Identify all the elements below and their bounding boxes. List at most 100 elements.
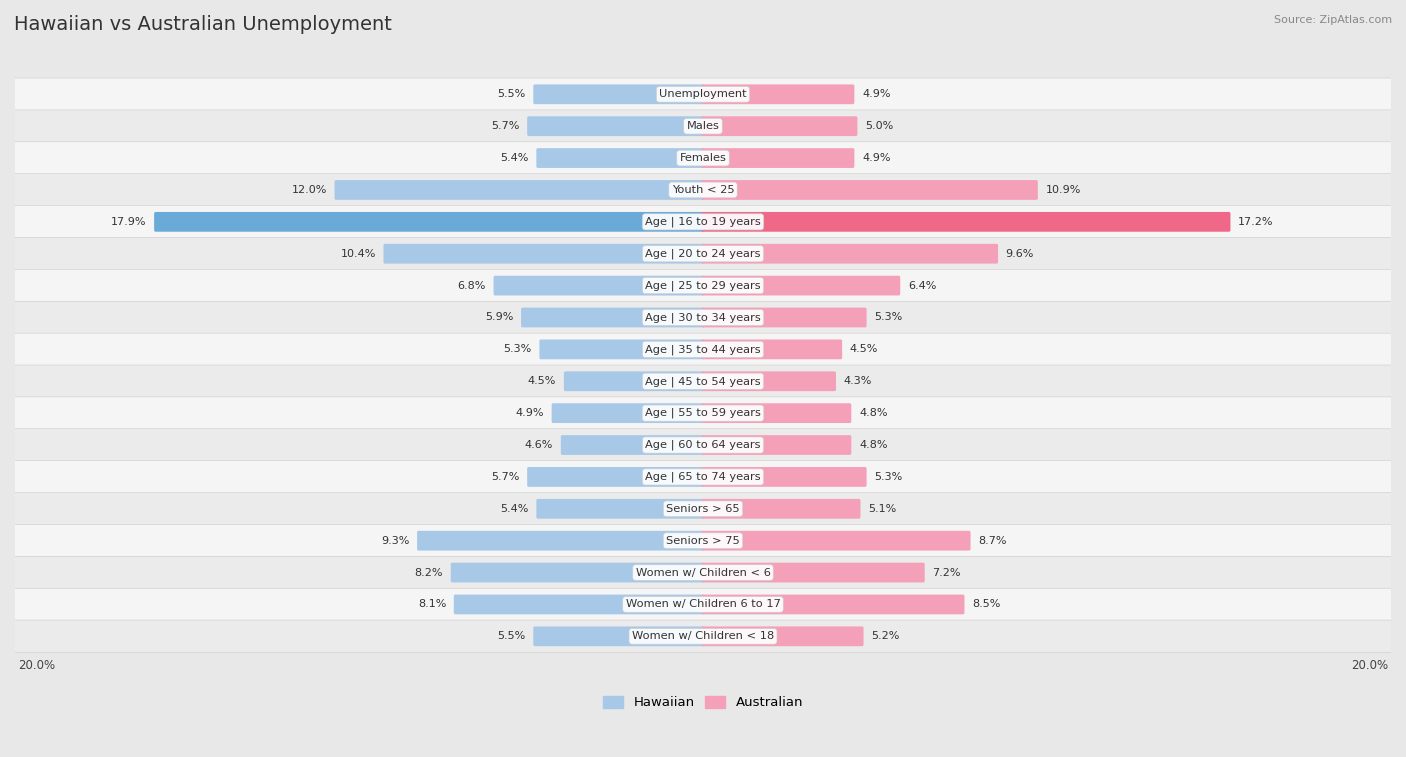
Text: Women w/ Children < 6: Women w/ Children < 6 [636,568,770,578]
FancyBboxPatch shape [11,238,1395,270]
FancyBboxPatch shape [11,142,1395,174]
FancyBboxPatch shape [702,180,1038,200]
FancyBboxPatch shape [536,499,704,519]
Text: 12.0%: 12.0% [291,185,326,195]
Text: 4.5%: 4.5% [527,376,557,386]
FancyBboxPatch shape [522,307,704,327]
Text: 5.1%: 5.1% [868,504,897,514]
FancyBboxPatch shape [11,493,1395,525]
Text: 8.5%: 8.5% [972,600,1001,609]
Text: Age | 65 to 74 years: Age | 65 to 74 years [645,472,761,482]
FancyBboxPatch shape [702,117,858,136]
Text: 5.7%: 5.7% [491,472,520,482]
FancyBboxPatch shape [702,85,855,104]
FancyBboxPatch shape [533,627,704,646]
Text: Age | 16 to 19 years: Age | 16 to 19 years [645,217,761,227]
Text: 5.2%: 5.2% [872,631,900,641]
FancyBboxPatch shape [11,620,1395,653]
FancyBboxPatch shape [454,594,704,615]
Text: 20.0%: 20.0% [18,659,55,671]
Text: 10.9%: 10.9% [1046,185,1081,195]
Text: Age | 30 to 34 years: Age | 30 to 34 years [645,312,761,322]
FancyBboxPatch shape [702,372,837,391]
FancyBboxPatch shape [540,339,704,360]
FancyBboxPatch shape [702,244,998,263]
FancyBboxPatch shape [702,594,965,615]
Text: 5.4%: 5.4% [501,153,529,163]
FancyBboxPatch shape [564,372,704,391]
Text: 4.8%: 4.8% [859,440,887,450]
FancyBboxPatch shape [536,148,704,168]
Text: 5.3%: 5.3% [875,472,903,482]
Text: Women w/ Children < 18: Women w/ Children < 18 [631,631,775,641]
FancyBboxPatch shape [702,307,866,327]
Text: Source: ZipAtlas.com: Source: ZipAtlas.com [1274,15,1392,25]
FancyBboxPatch shape [702,212,1230,232]
Text: 4.8%: 4.8% [859,408,887,418]
Text: 4.3%: 4.3% [844,376,872,386]
Text: 5.3%: 5.3% [875,313,903,322]
FancyBboxPatch shape [702,531,970,550]
Text: Age | 55 to 59 years: Age | 55 to 59 years [645,408,761,419]
FancyBboxPatch shape [11,206,1395,238]
Text: 20.0%: 20.0% [1351,659,1388,671]
Text: Age | 20 to 24 years: Age | 20 to 24 years [645,248,761,259]
FancyBboxPatch shape [11,461,1395,493]
Text: Age | 25 to 29 years: Age | 25 to 29 years [645,280,761,291]
FancyBboxPatch shape [11,365,1395,397]
Text: 5.9%: 5.9% [485,313,513,322]
Text: 5.5%: 5.5% [498,631,526,641]
Text: 8.2%: 8.2% [415,568,443,578]
Text: 4.9%: 4.9% [516,408,544,418]
Text: Age | 60 to 64 years: Age | 60 to 64 years [645,440,761,450]
Text: Females: Females [679,153,727,163]
FancyBboxPatch shape [551,403,704,423]
FancyBboxPatch shape [335,180,704,200]
FancyBboxPatch shape [11,269,1395,302]
Text: Hawaiian vs Australian Unemployment: Hawaiian vs Australian Unemployment [14,15,392,34]
FancyBboxPatch shape [533,85,704,104]
Text: 10.4%: 10.4% [340,249,375,259]
FancyBboxPatch shape [527,117,704,136]
Text: 4.9%: 4.9% [862,153,890,163]
Text: Youth < 25: Youth < 25 [672,185,734,195]
Text: Seniors > 65: Seniors > 65 [666,504,740,514]
FancyBboxPatch shape [155,212,704,232]
FancyBboxPatch shape [11,525,1395,557]
Text: Age | 35 to 44 years: Age | 35 to 44 years [645,344,761,354]
Text: Unemployment: Unemployment [659,89,747,99]
FancyBboxPatch shape [11,78,1395,111]
Text: 6.8%: 6.8% [457,281,486,291]
FancyBboxPatch shape [384,244,704,263]
FancyBboxPatch shape [702,627,863,646]
FancyBboxPatch shape [11,397,1395,429]
Text: 4.9%: 4.9% [862,89,890,99]
FancyBboxPatch shape [527,467,704,487]
Text: 17.9%: 17.9% [111,217,146,227]
FancyBboxPatch shape [11,110,1395,142]
Text: 8.1%: 8.1% [418,600,446,609]
FancyBboxPatch shape [11,173,1395,206]
Text: 5.3%: 5.3% [503,344,531,354]
FancyBboxPatch shape [11,556,1395,589]
Text: 9.3%: 9.3% [381,536,409,546]
Text: Males: Males [686,121,720,131]
FancyBboxPatch shape [11,301,1395,334]
FancyBboxPatch shape [702,435,851,455]
Text: 8.7%: 8.7% [979,536,1007,546]
FancyBboxPatch shape [561,435,704,455]
FancyBboxPatch shape [702,499,860,519]
Text: Seniors > 75: Seniors > 75 [666,536,740,546]
Text: 9.6%: 9.6% [1005,249,1033,259]
Text: 4.5%: 4.5% [849,344,879,354]
FancyBboxPatch shape [702,148,855,168]
Text: 5.5%: 5.5% [498,89,526,99]
Text: 7.2%: 7.2% [932,568,960,578]
FancyBboxPatch shape [11,428,1395,461]
FancyBboxPatch shape [702,339,842,360]
Text: 17.2%: 17.2% [1239,217,1274,227]
Text: Age | 45 to 54 years: Age | 45 to 54 years [645,376,761,387]
FancyBboxPatch shape [702,276,900,295]
FancyBboxPatch shape [702,562,925,582]
Text: 4.6%: 4.6% [524,440,553,450]
